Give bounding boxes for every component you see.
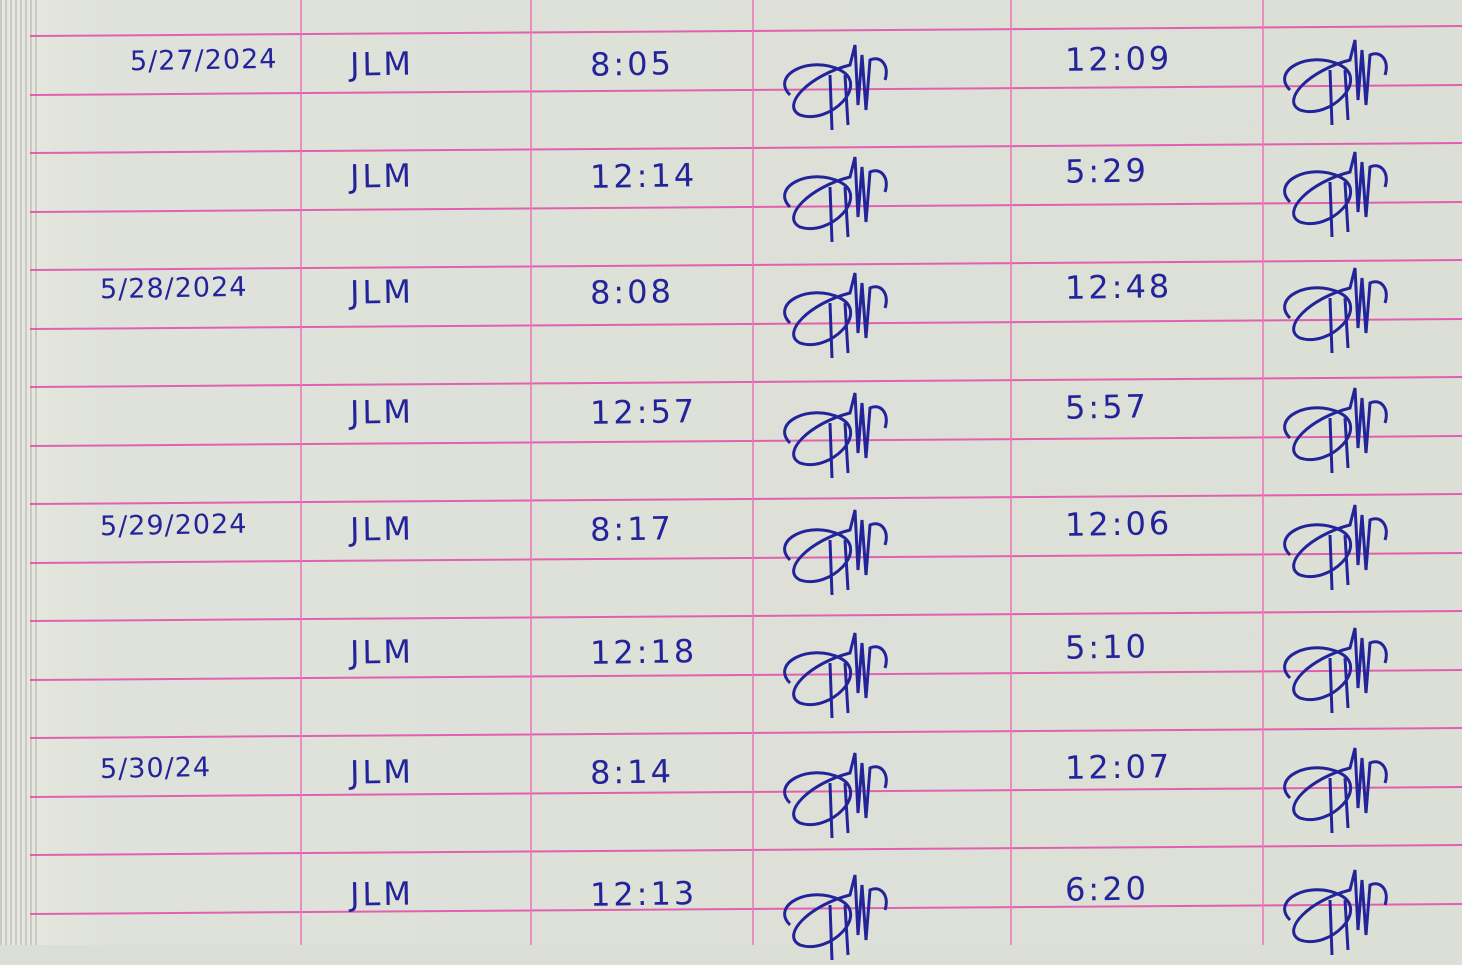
- signature: [1283, 869, 1388, 956]
- column-divider: [752, 0, 754, 945]
- ruled-line: [30, 493, 1462, 505]
- signature: [783, 44, 888, 131]
- ruled-line: [30, 552, 1462, 564]
- ruled-line: [30, 786, 1462, 798]
- time-in-cell: 8:05: [589, 44, 675, 84]
- date-cell: 5/28/2024: [99, 271, 248, 306]
- time-in-cell: 8:17: [589, 509, 675, 549]
- ruled-line: [30, 201, 1462, 213]
- time-in-cell: 8:08: [589, 272, 675, 312]
- time-out-cell: 5:29: [1064, 151, 1150, 191]
- column-divider: [1010, 0, 1012, 945]
- time-out-cell: 5:57: [1064, 387, 1150, 427]
- time-in-cell: 12:14: [589, 156, 698, 196]
- signature: [783, 632, 888, 719]
- time-out-cell: 12:06: [1064, 504, 1173, 544]
- ruled-line: [30, 903, 1462, 915]
- signature: [1283, 39, 1388, 126]
- time-out-cell: 12:48: [1064, 267, 1173, 307]
- page-edges: [0, 0, 40, 945]
- signature: [783, 156, 888, 243]
- date-cell: 5/27/2024: [129, 43, 278, 78]
- ruled-line: [30, 844, 1462, 856]
- time-in-cell: 8:14: [589, 752, 675, 792]
- initials-cell: JLM: [349, 272, 415, 312]
- signature: [1283, 151, 1388, 238]
- ruled-line: [30, 25, 1462, 37]
- initials-cell: JLM: [349, 509, 415, 549]
- ruled-line: [30, 259, 1462, 271]
- time-in-cell: 12:18: [589, 632, 698, 672]
- ruled-line: [30, 669, 1462, 681]
- signature: [783, 874, 888, 961]
- time-out-cell: 6:20: [1064, 869, 1150, 909]
- signature: [783, 392, 888, 479]
- signature: [783, 272, 888, 359]
- ruled-line: [30, 610, 1462, 622]
- initials-cell: JLM: [349, 752, 415, 792]
- initials-cell: JLM: [349, 156, 415, 196]
- signature: [1283, 387, 1388, 474]
- signature: [783, 752, 888, 839]
- ruled-line: [30, 318, 1462, 330]
- time-out-cell: 12:09: [1064, 39, 1173, 79]
- signature: [1283, 504, 1388, 591]
- signature: [1283, 267, 1388, 354]
- signature: [1283, 747, 1388, 834]
- time-in-cell: 12:13: [589, 874, 698, 914]
- initials-cell: JLM: [349, 874, 415, 914]
- column-divider: [1262, 0, 1264, 945]
- initials-cell: JLM: [349, 392, 415, 432]
- time-out-cell: 12:07: [1064, 747, 1173, 787]
- column-divider: [300, 0, 302, 945]
- initials-cell: JLM: [349, 632, 415, 672]
- ruled-line: [30, 376, 1462, 388]
- date-cell: 5/29/2024: [99, 508, 248, 543]
- ruled-line: [30, 142, 1462, 154]
- time-in-cell: 12:57: [589, 392, 698, 432]
- ruled-line: [30, 435, 1462, 447]
- ruled-line: [30, 84, 1462, 96]
- column-divider: [530, 0, 532, 945]
- date-cell: 5/30/24: [99, 752, 212, 785]
- signature: [783, 509, 888, 596]
- initials-cell: JLM: [349, 44, 415, 84]
- ruled-line: [30, 727, 1462, 739]
- signature: [1283, 627, 1388, 714]
- time-out-cell: 5:10: [1064, 627, 1150, 667]
